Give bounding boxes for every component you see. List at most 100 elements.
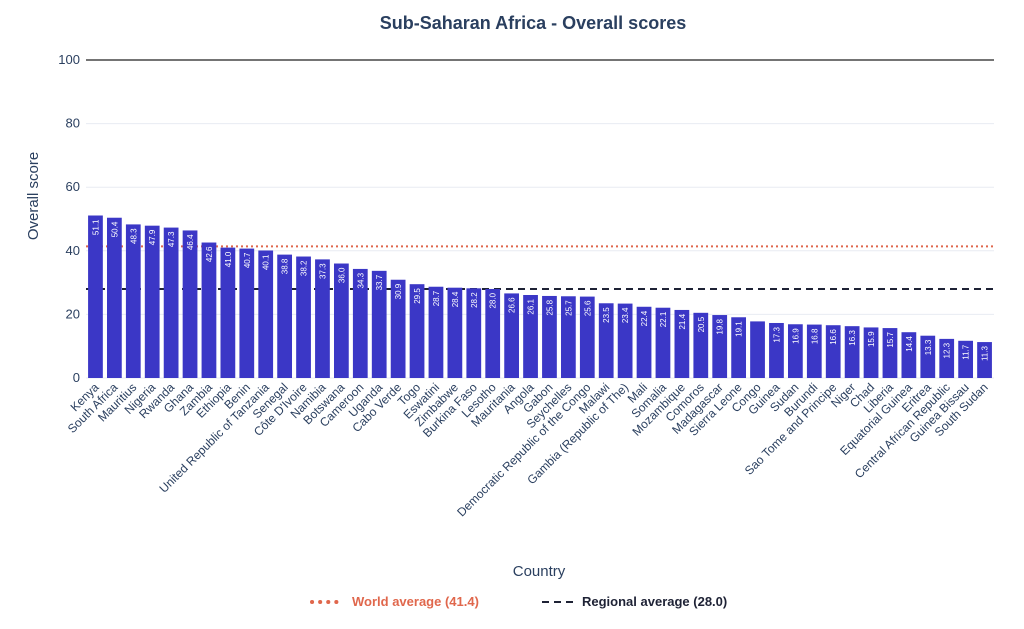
bar-value-label: 36.0 (337, 267, 346, 283)
bar (428, 286, 444, 378)
bar-value-label: 47.9 (148, 229, 157, 245)
bar-value-label: 19.8 (716, 318, 725, 334)
bar (958, 340, 974, 378)
bar (390, 279, 406, 378)
bar (939, 338, 955, 378)
x-axis-title: Country (513, 563, 566, 580)
bar (239, 248, 255, 378)
bar (655, 307, 671, 378)
y-axis-ticks: 0 20 40 60 80 100 (58, 52, 80, 385)
bar-value-label: 23.4 (621, 307, 630, 323)
bar-value-label: 15.9 (867, 331, 876, 347)
bar (579, 296, 595, 378)
bar-value-label: 13.3 (924, 339, 933, 355)
bar-data-labels: 51.1 50.4 48.3 47.9 47.3 46.4 42.6 41.0 40.7 40.1… (91, 219, 989, 361)
bar-value-label: 16.8 (810, 328, 819, 344)
bar-value-label: 14.4 (905, 336, 914, 352)
bar-value-label: 15.7 (886, 332, 895, 348)
bar (523, 295, 538, 378)
bar-value-label: 51.1 (91, 219, 100, 235)
y-tick-label: 100 (58, 52, 80, 67)
bar-value-label: 33.7 (375, 274, 384, 290)
bar (277, 254, 293, 378)
bar (542, 295, 557, 378)
bar (806, 324, 822, 378)
bar-value-label: 25.7 (564, 300, 573, 316)
bar-value-label: 19.1 (735, 321, 744, 337)
bar (485, 288, 501, 378)
bar (825, 325, 841, 378)
bar-value-label: 17.3 (772, 326, 781, 342)
grid-lines (86, 59, 994, 379)
bar-value-label: 40.7 (243, 252, 252, 268)
bar (409, 284, 425, 378)
bar-value-label: 22.4 (640, 310, 649, 326)
bar-value-label: 12.3 (943, 342, 952, 358)
bar (693, 312, 709, 378)
bar (315, 259, 330, 378)
bar-value-label: 50.4 (110, 221, 119, 237)
bar (352, 268, 368, 378)
bar (296, 256, 311, 378)
bar-value-label: 28.7 (432, 290, 441, 306)
bar-value-label: 25.6 (583, 300, 592, 316)
bar-value-label: 38.2 (300, 260, 309, 276)
bar-value-label: 28.0 (489, 292, 498, 308)
y-tick-label: 80 (66, 116, 80, 131)
bar-value-label: 41.0 (224, 251, 233, 267)
y-axis-title: Overall score (25, 152, 42, 240)
bar (844, 326, 860, 378)
bar (617, 303, 633, 378)
bar-value-label: 28.4 (451, 291, 460, 307)
bar (920, 335, 936, 378)
bar-value-label: 11.7 (962, 344, 971, 360)
bar-value-label: 16.9 (791, 328, 800, 344)
bar (125, 224, 141, 378)
y-tick-label: 20 (66, 306, 80, 321)
bar (901, 332, 917, 378)
bar (106, 217, 122, 378)
bar (88, 215, 103, 378)
reference-lines (86, 245, 994, 290)
bar-value-label: 48.3 (129, 228, 138, 244)
bar (201, 242, 217, 378)
bar-value-label: 40.1 (262, 254, 271, 270)
bar-value-label: 30.9 (394, 283, 403, 299)
bar (371, 270, 387, 378)
bar-value-label: 16.3 (848, 330, 857, 346)
chart-title: Sub-Saharan Africa - Overall scores (380, 13, 686, 33)
bar (750, 321, 765, 378)
bar (674, 309, 690, 378)
bar-value-label: 28.2 (470, 292, 479, 308)
y-tick-label: 60 (66, 179, 80, 194)
bar (787, 324, 803, 378)
bar-value-label: 16.6 (829, 329, 838, 345)
bar (636, 306, 652, 378)
y-tick-label: 40 (66, 243, 80, 258)
y-tick-label: 0 (73, 370, 80, 385)
bar (504, 293, 520, 378)
bar-value-label: 20.5 (697, 316, 706, 332)
bar (163, 227, 179, 378)
bar (144, 225, 160, 378)
bar-value-label: 47.3 (167, 231, 176, 247)
bar (882, 328, 898, 378)
bars (88, 215, 992, 378)
bar-value-label: 46.4 (186, 234, 195, 250)
bar-value-label: 23.5 (602, 307, 611, 323)
bar-value-label: 34.3 (356, 272, 365, 288)
bar (560, 296, 576, 378)
bar (258, 250, 274, 378)
bar-value-label: 21.4 (678, 313, 687, 329)
bar (769, 322, 784, 378)
bar (977, 342, 992, 378)
bar (712, 315, 728, 378)
bar (731, 317, 747, 378)
bar (598, 303, 614, 378)
bar-value-label: 38.8 (281, 258, 290, 274)
bar-value-label: 29.5 (413, 288, 422, 304)
legend: World average (41.4) Regional average (28… (310, 594, 727, 609)
